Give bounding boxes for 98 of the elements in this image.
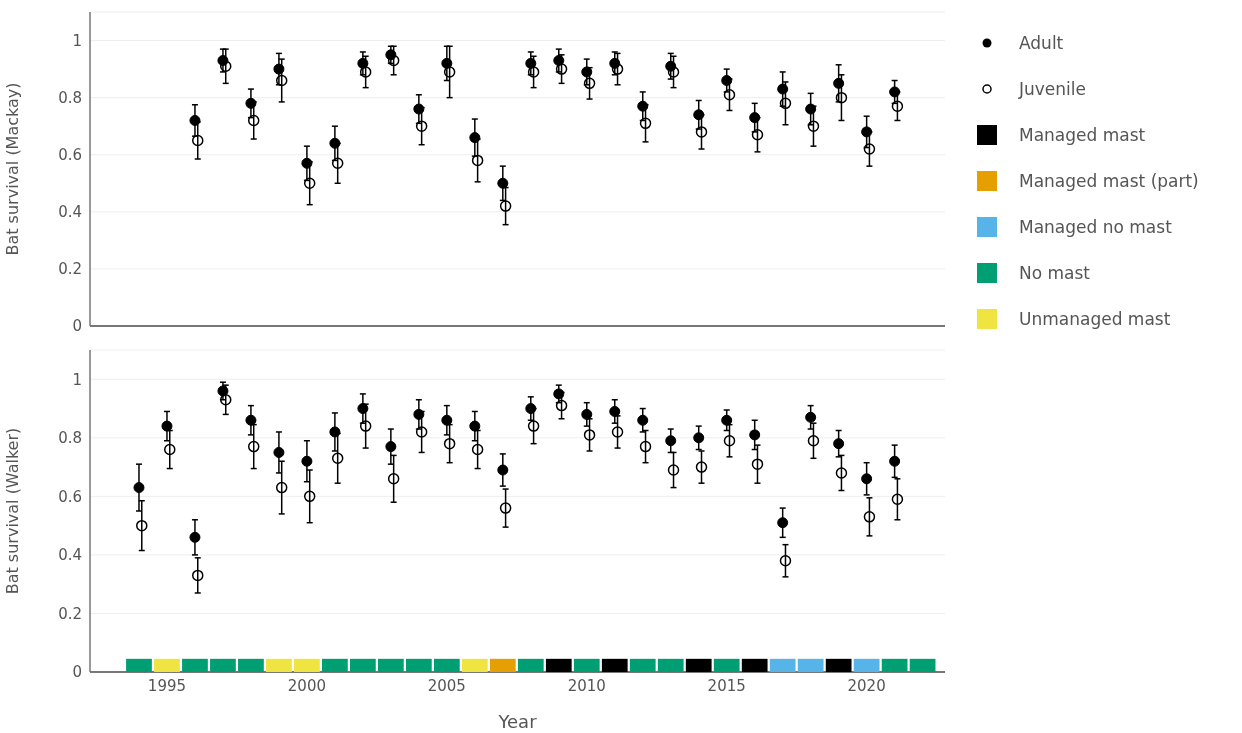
- point: [301, 455, 313, 467]
- point: [555, 63, 568, 75]
- point: [273, 446, 285, 458]
- point: [471, 154, 484, 167]
- point: [527, 420, 540, 432]
- point: [637, 414, 649, 426]
- y-tick-label: 0.4: [58, 546, 82, 565]
- point: [247, 114, 260, 127]
- point: [441, 57, 453, 69]
- point: [387, 473, 400, 485]
- y-tick-label: 0.2: [58, 604, 82, 623]
- point: [583, 429, 596, 441]
- point: [639, 117, 652, 130]
- y-tick-label: 0.8: [58, 88, 82, 107]
- point: [275, 481, 288, 494]
- y-tick-label: 0.2: [58, 260, 82, 279]
- point: [331, 157, 344, 170]
- point: [807, 120, 820, 132]
- y-tick-label: 0: [72, 317, 82, 336]
- point: [835, 467, 848, 479]
- point: [303, 490, 316, 503]
- point: [136, 519, 148, 532]
- point: [665, 435, 677, 447]
- point: [443, 437, 456, 450]
- y-tick-label: 0.8: [58, 429, 82, 448]
- y-tick-label: 0: [72, 663, 82, 682]
- y-tick-label: 1: [72, 370, 82, 389]
- point: [693, 432, 705, 444]
- point: [359, 66, 372, 78]
- legend-label: Unmanaged mast: [1019, 309, 1171, 329]
- y-tick-label: 0.6: [58, 487, 82, 506]
- point: [192, 569, 204, 582]
- point: [611, 63, 624, 75]
- point: [777, 517, 789, 529]
- point: [861, 473, 873, 485]
- point: [863, 511, 876, 523]
- point: [331, 452, 344, 465]
- point: [443, 66, 456, 78]
- legend-label: Managed mast (part): [1019, 171, 1199, 191]
- point: [723, 435, 736, 447]
- point: [497, 464, 509, 476]
- point: [779, 97, 792, 110]
- point: [273, 63, 285, 75]
- point: [164, 443, 176, 456]
- x-tick-label: 2010: [567, 676, 606, 695]
- legend-label: Juvenile: [1019, 79, 1086, 99]
- point: [583, 77, 596, 90]
- x-axis-title: Year: [497, 711, 538, 732]
- point: [639, 440, 652, 453]
- point: [303, 177, 316, 190]
- point: [833, 438, 845, 450]
- point: [891, 100, 904, 112]
- point: [723, 89, 736, 101]
- y-axis-title: Bat survival (Mackay): [2, 82, 22, 256]
- point: [667, 66, 680, 78]
- legend-label: Adult: [1019, 33, 1064, 53]
- point: [415, 120, 428, 132]
- y-tick-label: 1: [72, 31, 82, 50]
- point: [835, 91, 848, 104]
- point: [889, 455, 901, 467]
- point: [387, 54, 400, 67]
- point: [667, 464, 680, 476]
- point: [527, 66, 540, 78]
- point: [192, 134, 204, 147]
- point: [695, 461, 708, 473]
- x-tick-label: 2005: [427, 676, 466, 695]
- point: [611, 426, 624, 438]
- point: [385, 441, 397, 453]
- point: [415, 426, 428, 438]
- x-tick-label: 2000: [287, 676, 326, 695]
- legend-label: Managed no mast: [1019, 217, 1172, 237]
- point: [275, 74, 288, 87]
- point: [219, 60, 232, 72]
- point: [499, 200, 512, 212]
- point: [751, 129, 764, 141]
- point: [133, 482, 145, 494]
- point: [751, 458, 764, 470]
- point: [749, 429, 761, 441]
- x-tick-label: 2020: [847, 676, 886, 695]
- legend-label: No mast: [1019, 263, 1091, 283]
- point: [779, 555, 792, 567]
- point: [499, 502, 512, 514]
- point: [807, 435, 820, 447]
- point: [219, 394, 232, 406]
- y-axis-title: Bat survival (Walker): [2, 427, 22, 595]
- point: [891, 493, 904, 506]
- point: [359, 420, 372, 432]
- point: [189, 531, 201, 543]
- x-tick-label: 2015: [707, 676, 746, 695]
- point: [247, 440, 260, 453]
- legend-label: Managed mast: [1019, 125, 1146, 145]
- x-tick-label: 1995: [147, 676, 187, 695]
- point: [695, 126, 708, 138]
- y-tick-label: 0.4: [58, 203, 82, 222]
- point: [863, 143, 876, 155]
- point: [471, 443, 484, 456]
- y-tick-label: 0.6: [58, 146, 82, 165]
- point: [555, 399, 568, 412]
